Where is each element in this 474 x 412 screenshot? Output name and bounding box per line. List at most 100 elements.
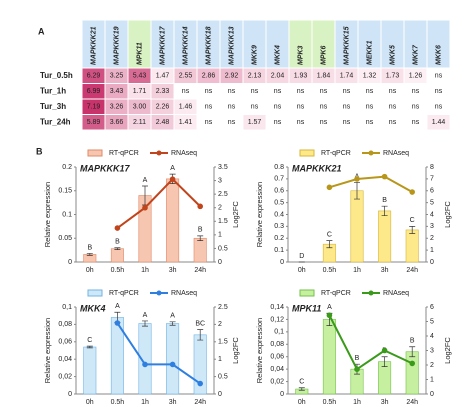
heatmap-cell (426, 114, 451, 131)
legend-label: RT-qPCR (321, 290, 351, 297)
x-tick-label: 24h (194, 399, 206, 406)
line-point (409, 189, 416, 195)
column-header: MKK9 (251, 45, 258, 65)
y2-tick-label: 0.5 (218, 373, 228, 380)
legend-swatch (87, 289, 103, 297)
y2-tick-label: 0 (430, 391, 434, 398)
cell-label: 2.13 (248, 73, 262, 80)
x-tick-label: 1h (141, 267, 149, 274)
error-bar (169, 321, 176, 326)
line-point (326, 312, 333, 319)
error-bar (409, 226, 416, 234)
cell-label: 1.47 (156, 73, 170, 80)
error-bar (86, 253, 93, 256)
line-point (197, 203, 203, 210)
cell-label: 2.55 (179, 73, 193, 80)
significance-letter: B (355, 355, 360, 362)
y-axis-label: Relative expression (43, 182, 52, 247)
column-header: MPK3 (297, 45, 304, 65)
y-tick-label: 0 (68, 391, 72, 398)
y2-tick-label: 8 (430, 164, 434, 171)
y2-tick-label: 0 (430, 259, 434, 266)
cell-label: ns (228, 119, 236, 126)
y-tick-label: 0,1 (274, 329, 284, 336)
bar (110, 248, 124, 263)
line-point (142, 204, 148, 211)
error-bar (409, 346, 416, 358)
cell-label: ns (320, 119, 328, 126)
x-tick-label: 24h (406, 399, 418, 406)
bar (350, 190, 364, 263)
y-tick-label: 0.2 (274, 235, 284, 242)
line-point (381, 347, 388, 354)
column-header: MEKK1 (366, 40, 373, 65)
legend-label: RT-qPCR (321, 150, 351, 157)
legend-swatch (368, 290, 374, 296)
cell-label: 3.66 (110, 119, 124, 126)
cell-label: 2.86 (202, 73, 216, 80)
chart-title: MAPKKK17 (80, 163, 131, 173)
error-bar (86, 345, 93, 349)
column-header: MKK7 (412, 44, 419, 65)
y-tick-label: 0.15 (58, 188, 72, 195)
y2-tick-label: 1 (430, 376, 434, 383)
line-series (116, 322, 201, 385)
y2-tick-label: 4 (430, 333, 434, 340)
cell-label: 1.73 (386, 73, 400, 80)
y2-tick-label: 5 (430, 199, 434, 206)
significance-letter: B (410, 338, 415, 345)
significance-letter: A (143, 312, 148, 319)
line-point (114, 225, 121, 231)
bar (405, 351, 419, 395)
y2-axis-label: Log2FC (443, 337, 452, 364)
error-bar (197, 329, 204, 341)
y-tick-label: 0,12 (270, 316, 284, 323)
cell-label: 1.32 (363, 73, 377, 80)
row-label: Tur_1h (40, 86, 66, 95)
legend-swatch (299, 149, 315, 157)
legend-swatch (156, 290, 162, 296)
legend-label: RT-qPCR (109, 150, 139, 157)
y-tick-label: 0 (68, 259, 72, 266)
cell-label: 5.89 (87, 119, 101, 126)
column-header: MAPKKK14 (182, 26, 189, 65)
error-bar (381, 356, 388, 368)
error-bar (354, 182, 360, 200)
cell-label: 1.26 (409, 73, 423, 80)
bar (193, 237, 207, 263)
cell-label: ns (343, 88, 351, 95)
cell-label: 2.92 (225, 73, 239, 80)
y2-tick-label: 1 (430, 247, 434, 254)
x-tick-label: 1h (141, 399, 149, 406)
cell-label: ns (435, 104, 443, 111)
y-tick-label: 0,02 (58, 373, 72, 380)
y-tick-label: 0.4 (274, 211, 284, 218)
legend-label: RNAseq (171, 150, 197, 157)
cell-label: 1.46 (179, 104, 193, 111)
y2-tick-label: 1.5 (218, 218, 228, 225)
significance-letter: B (198, 227, 203, 234)
cell-label: 5.43 (133, 73, 147, 80)
row-label: Tur_0.5h (40, 71, 73, 80)
column-header: MPK11 (136, 42, 143, 65)
cell-label: ns (343, 104, 351, 111)
cell-label: 2.11 (133, 119, 146, 126)
y2-tick-label: 2 (218, 205, 222, 212)
y-tick-label: 0.3 (274, 223, 284, 230)
significance-letter: C (87, 337, 92, 344)
line-point (169, 361, 176, 368)
line-point (114, 320, 121, 326)
y-tick-label: 0,08 (58, 321, 72, 328)
cell-label: 2.48 (156, 119, 170, 126)
line-point (354, 366, 360, 373)
x-tick-label: 24h (406, 267, 418, 274)
x-tick-label: 3h (169, 399, 177, 406)
cell-label: 3.43 (110, 88, 124, 95)
x-tick-label: 0.5h (323, 399, 337, 406)
significance-letter: B (115, 239, 120, 246)
significance-letter: D (299, 253, 304, 260)
y2-tick-label: 0 (218, 391, 222, 398)
error-bar (197, 235, 204, 241)
cell-label: 7.19 (87, 104, 101, 111)
